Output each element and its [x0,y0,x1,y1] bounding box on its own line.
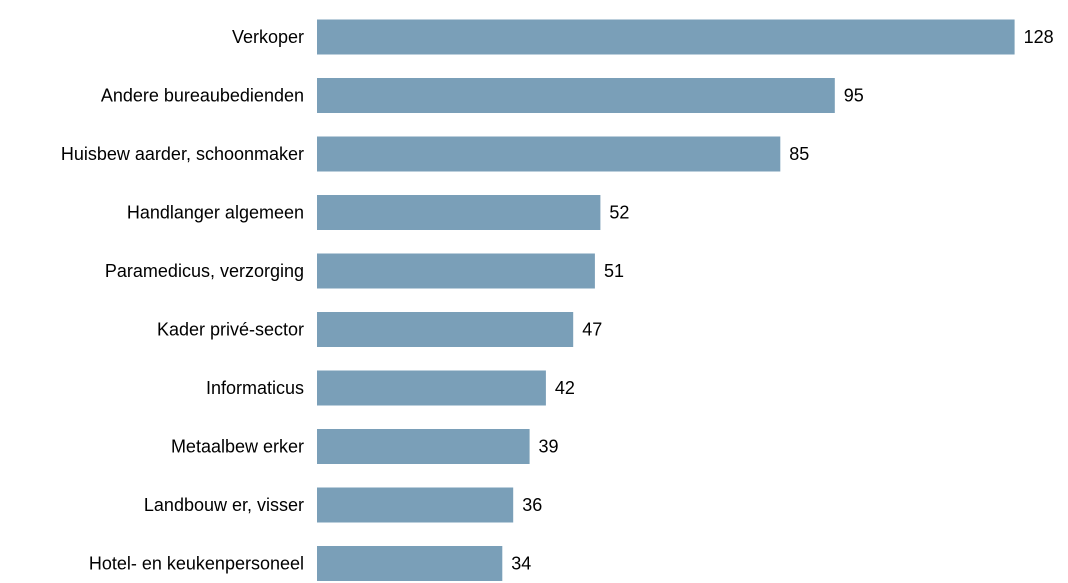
bar-3 [317,195,601,230]
category-label: Informaticus [206,378,304,398]
category-label: Landbouw er, visser [144,495,304,515]
value-label: 52 [609,203,629,223]
bars-layer [317,19,1015,581]
category-label: Hotel- en keukenpersoneel [89,554,304,574]
category-label: Metaalbew erker [171,437,304,457]
category-label: Handlanger algemeen [127,203,304,223]
category-label: Verkoper [232,27,304,47]
bar-9 [317,546,503,581]
value-label: 39 [539,437,559,457]
category-label: Andere bureaubedienden [101,86,304,106]
category-label: Paramedicus, verzorging [105,261,304,281]
category-labels: Verkoper Andere bureaubedienden Huisbew aa… [61,27,304,574]
bar-6 [317,370,546,406]
category-label: Huisbew aarder, schoonmaker [61,144,304,164]
bar-1 [317,78,835,113]
bar-8 [317,487,514,523]
value-label: 34 [511,554,531,574]
value-label: 51 [604,261,624,281]
value-label: 95 [844,86,864,106]
bar-0 [317,19,1015,55]
value-label: 128 [1024,27,1054,47]
category-label: Kader privé-sector [157,320,304,340]
value-label: 42 [555,378,575,398]
value-label: 36 [522,495,542,515]
value-labels: 128 95 85 52 51 47 42 39 36 34 [511,27,1053,574]
bar-2 [317,136,781,172]
bar-5 [317,312,574,347]
value-label: 47 [582,320,602,340]
bar-7 [317,429,530,464]
bar-4 [317,253,595,289]
value-label: 85 [789,144,809,164]
